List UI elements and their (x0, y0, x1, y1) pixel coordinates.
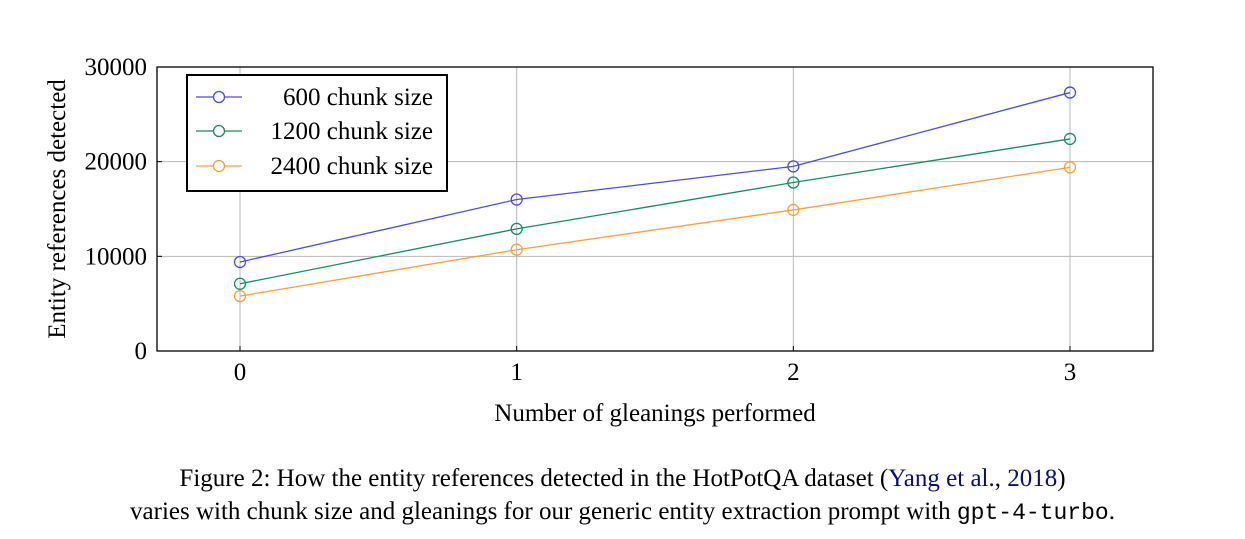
series-3 (233, 161, 1077, 303)
legend-label: 600 chunk size (283, 84, 433, 111)
citation-separator: , (994, 465, 1008, 492)
legend-marker-swatch (212, 124, 226, 138)
data-point-marker (1063, 161, 1077, 174)
y-tick-label: 0 (135, 338, 148, 365)
data-point-marker (510, 222, 523, 236)
line-chart: 0 1 2 3 0 10000 20000 30000 Number of gleaning… (44, 54, 1154, 427)
data-point-marker (1063, 132, 1077, 146)
legend: 600 chunk size 1200 chunk size 2400 chunk … (186, 74, 448, 192)
caption-prefix: Figure 2: How the entity references dete… (179, 465, 889, 492)
caption-suffix: ) (1057, 465, 1066, 492)
y-axis-label: Entity references detected (44, 79, 71, 339)
series-line (239, 91, 1071, 263)
y-tick-label: 20000 (85, 149, 148, 176)
x-tick-label: 1 (510, 359, 523, 386)
x-axis-label: Number of gleanings performed (494, 400, 816, 427)
series-2 (233, 132, 1077, 290)
y-tick-label: 10000 (85, 243, 148, 270)
series-1 (233, 86, 1077, 269)
caption-line2-end: . (1108, 498, 1115, 525)
data-point-marker (510, 193, 523, 206)
caption-line-2: varies with chunk size and gleanings for… (0, 495, 1245, 530)
legend-entry: 2400 chunk size (196, 153, 433, 180)
legend-entry: 600 chunk size (196, 84, 433, 111)
y-tick-labels: 0 10000 20000 30000 (85, 54, 148, 365)
data-point-marker (510, 243, 523, 256)
legend-entry: 1200 chunk size (196, 118, 433, 145)
x-tick-labels: 0 1 2 3 (234, 359, 1077, 386)
series-lines (233, 86, 1077, 303)
model-name-code: gpt-4-turbo (956, 500, 1109, 526)
data-point-marker (233, 255, 247, 269)
legend-box (186, 74, 448, 192)
data-point-marker (787, 160, 800, 173)
citation-year-link[interactable]: 2018 (1007, 465, 1058, 492)
caption-line-1: Figure 2: How the entity references dete… (0, 462, 1245, 495)
data-point-marker (1063, 86, 1077, 99)
data-point-marker (787, 203, 800, 217)
legend-label: 1200 chunk size (271, 118, 433, 145)
figure-caption: Figure 2: How the entity references dete… (0, 462, 1245, 530)
y-tick-label: 30000 (85, 54, 148, 81)
data-point-marker (233, 289, 247, 303)
data-point-marker (787, 176, 800, 189)
x-tick-label: 3 (1064, 359, 1077, 386)
plot-frame (156, 66, 1154, 352)
data-point-marker (233, 277, 247, 290)
series-line (239, 138, 1071, 285)
legend-marker-swatch (212, 159, 226, 173)
legend-label: 2400 chunk size (271, 153, 433, 180)
legend-marker-swatch (212, 90, 226, 104)
series-line (239, 166, 1071, 297)
caption-line2-text: varies with chunk size and gleanings for… (130, 498, 957, 525)
x-tick-label: 2 (787, 359, 800, 386)
x-tick-label: 0 (234, 359, 247, 386)
citation-author-link[interactable]: Yang et al. (888, 465, 995, 492)
